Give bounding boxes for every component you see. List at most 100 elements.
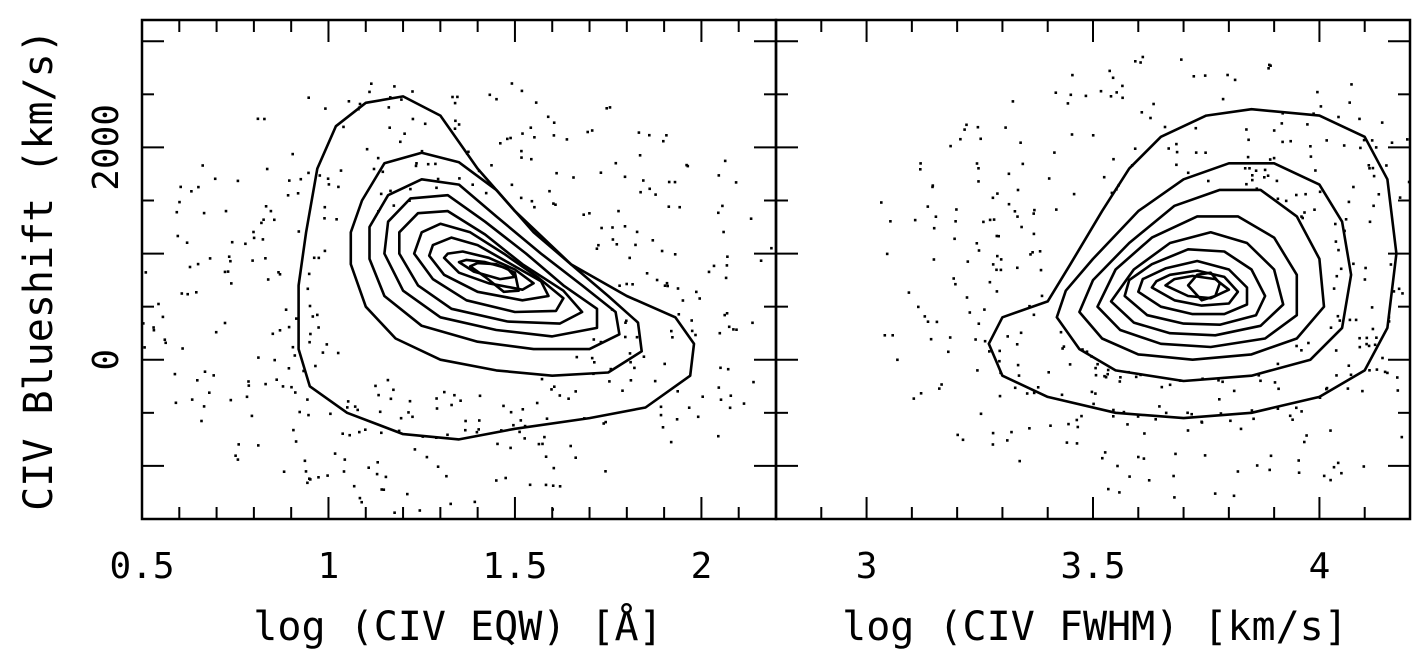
scatter-point — [152, 326, 155, 329]
scatter-point — [176, 234, 180, 238]
scatter-point — [611, 238, 615, 241]
scatter-point — [1010, 430, 1013, 434]
contour-level-1 — [987, 107, 1398, 420]
scatter-point — [665, 134, 668, 137]
scatter-point — [278, 273, 282, 276]
scatter-point — [163, 338, 167, 341]
scatter-point — [1107, 487, 1110, 491]
scatter-point — [1322, 474, 1326, 478]
scatter-point — [977, 167, 980, 170]
scatter-point — [1269, 64, 1272, 67]
scatter-point — [229, 259, 232, 263]
scatter-point — [196, 379, 199, 382]
scatter-point — [966, 260, 970, 263]
scatter-point — [399, 416, 403, 420]
scatter-point — [144, 271, 148, 274]
scatter-point — [488, 93, 492, 97]
scatter-point — [1334, 349, 1338, 352]
scatter-point — [329, 412, 332, 416]
scatter-point — [201, 164, 204, 167]
scatter-point — [1221, 97, 1225, 101]
scatter-point — [260, 221, 263, 225]
scatter-point — [615, 243, 619, 246]
scatter-point — [352, 484, 356, 488]
scatter-point — [1245, 128, 1248, 131]
scatter-point — [929, 337, 933, 341]
scatter-point — [1254, 169, 1258, 172]
scatter-point — [1340, 471, 1343, 475]
scatter-point — [1272, 156, 1276, 160]
scatter-point — [436, 177, 440, 181]
scatter-point — [590, 356, 594, 360]
scatter-point — [164, 341, 167, 345]
scatter-point — [1152, 102, 1155, 106]
scatter-point — [553, 385, 556, 388]
scatter-point — [995, 234, 999, 238]
scatter-point — [499, 142, 502, 145]
scatter-point — [1313, 208, 1316, 211]
scatter-point — [459, 399, 462, 402]
scatter-point — [306, 287, 310, 291]
scatter-point — [296, 192, 300, 195]
scatter-point — [415, 162, 418, 165]
scatter-point — [1134, 60, 1137, 63]
scatter-point — [304, 470, 308, 473]
scatter-point — [475, 430, 479, 434]
scatter-point — [1118, 491, 1121, 494]
scatter-point — [1033, 208, 1036, 212]
scatter-point — [1243, 167, 1247, 170]
scatter-point — [1383, 370, 1387, 374]
scatter-point — [478, 419, 481, 422]
scatter-point — [409, 187, 412, 191]
scatter-point — [1006, 439, 1009, 442]
scatter-point — [1232, 389, 1236, 393]
scatter-point — [1304, 192, 1307, 196]
scatter-point — [999, 258, 1003, 261]
scatter-point — [178, 200, 181, 204]
scatter-point — [478, 394, 482, 398]
scatter-point — [629, 360, 632, 364]
scatter-point — [1213, 492, 1217, 495]
scatter-point — [663, 362, 666, 366]
scatter-point — [1268, 158, 1272, 161]
scatter-point — [303, 459, 307, 463]
x-tick-label: 0.5 — [109, 546, 174, 587]
scatter-point — [1173, 496, 1176, 499]
scatter-point — [1267, 67, 1270, 70]
scatter-point — [521, 408, 525, 411]
scatter-point — [1339, 267, 1343, 271]
scatter-point — [1016, 215, 1019, 218]
scatter-point — [625, 319, 628, 323]
scatter-point — [572, 176, 575, 179]
scatter-point — [660, 249, 664, 253]
scatter-point — [264, 382, 267, 386]
scatter-point — [376, 461, 379, 464]
scatter-point — [297, 230, 301, 233]
scatter-point — [938, 387, 941, 390]
scatter-point — [324, 107, 327, 110]
scatter-point — [669, 440, 673, 444]
scatter-point — [1108, 69, 1111, 73]
scatter-point — [742, 402, 746, 405]
scatter-point — [997, 234, 1000, 238]
scatter-point — [506, 137, 509, 141]
scatter-point — [1219, 412, 1223, 415]
scatter-point — [926, 320, 930, 323]
scatter-point — [907, 291, 911, 294]
scatter-point — [1032, 391, 1036, 395]
plot-frame — [774, 18, 1412, 521]
scatter-point — [1385, 164, 1388, 167]
scatter-point — [457, 123, 461, 126]
scatter-point — [247, 380, 250, 383]
scatter-point — [342, 125, 345, 129]
scatter-point — [1329, 429, 1332, 432]
scatter-point — [959, 137, 962, 141]
scatter-point — [358, 430, 361, 434]
scatter-point — [1011, 100, 1015, 103]
scatter-point — [599, 171, 603, 174]
scatter-point — [1092, 402, 1095, 406]
scatter-point — [348, 433, 351, 437]
x-tick-label: 3 — [856, 546, 878, 587]
scatter-point — [1342, 144, 1346, 147]
scatter-point — [593, 361, 596, 364]
